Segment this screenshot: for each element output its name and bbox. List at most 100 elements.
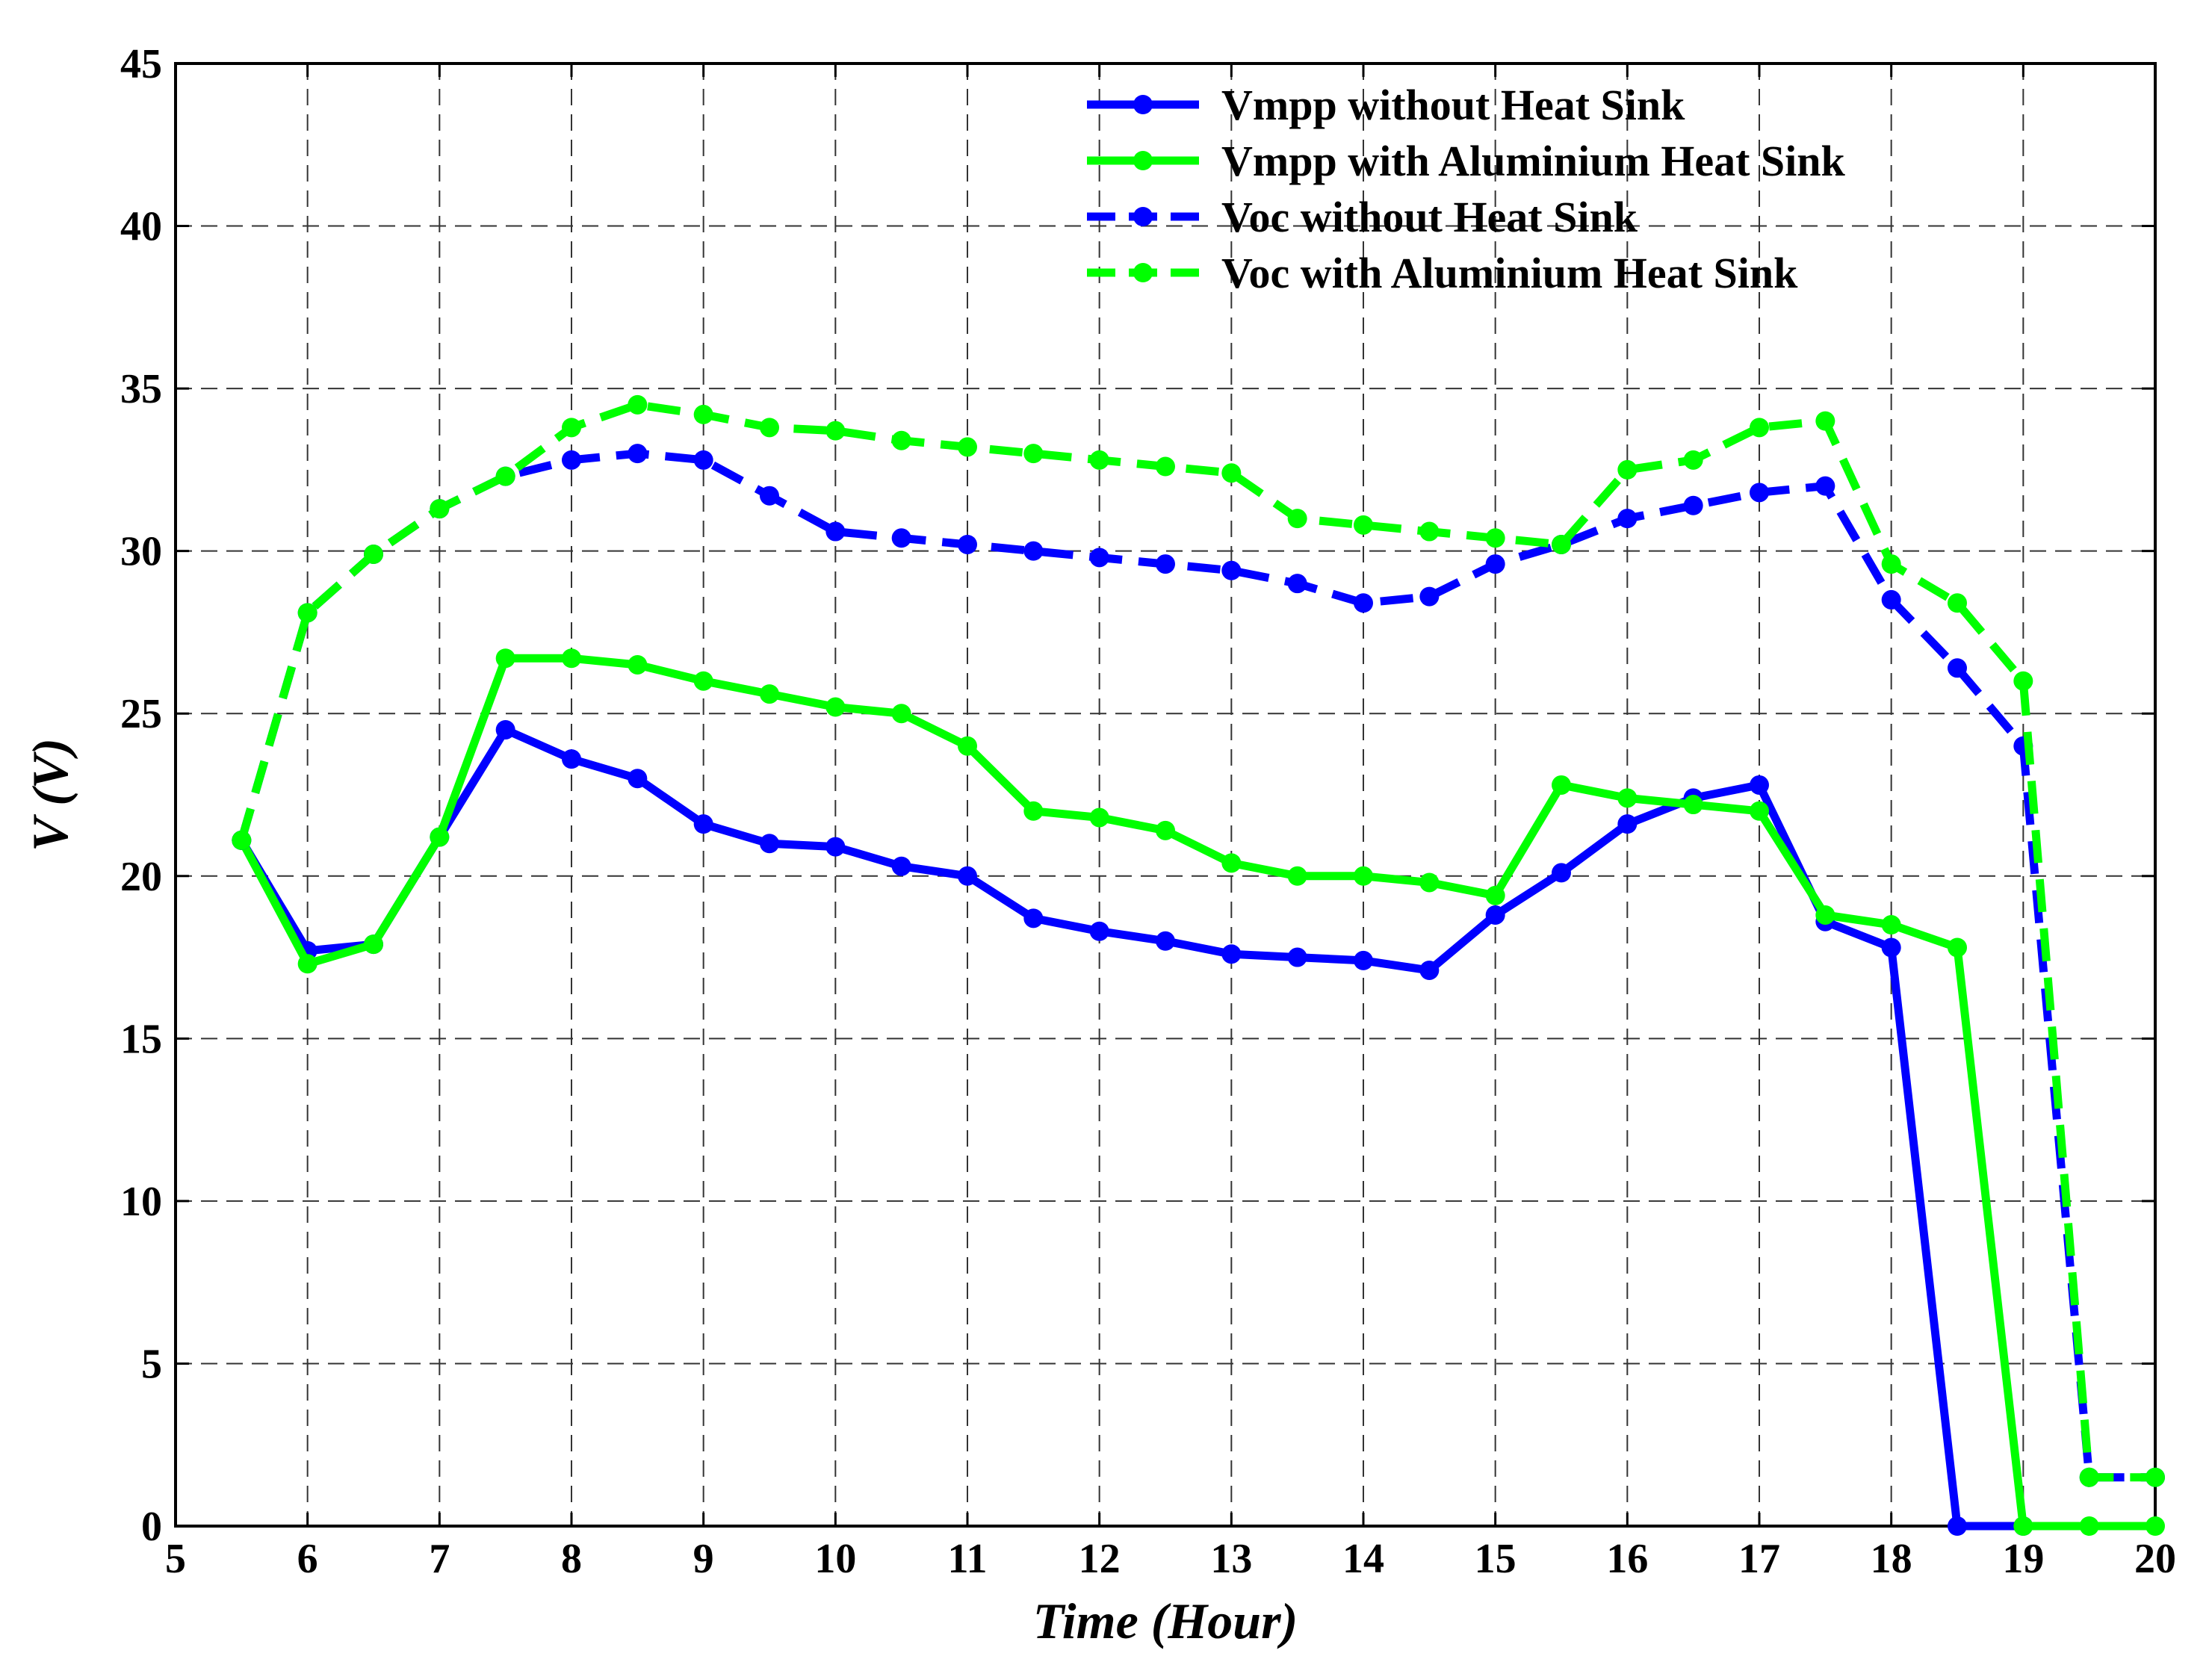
data-point <box>495 648 515 669</box>
y-tick-label: 45 <box>120 41 162 87</box>
data-point <box>1683 450 1703 470</box>
data-point <box>1485 528 1505 548</box>
y-tick-label: 5 <box>141 1341 162 1387</box>
legend-label: Voc without Heat Sink <box>1221 193 1638 241</box>
y-tick-label: 20 <box>120 854 162 900</box>
data-point <box>1023 444 1044 464</box>
legend-label: Vmpp with Aluminium Heat Sink <box>1221 137 1846 185</box>
legend-label: Vmpp without Heat Sink <box>1221 81 1685 129</box>
data-point <box>1881 915 1901 935</box>
x-tick-label: 7 <box>429 1536 450 1582</box>
data-point <box>1419 960 1440 980</box>
data-point <box>628 394 648 415</box>
series-line <box>238 400 2155 1482</box>
data-point <box>1287 574 1307 594</box>
data-point <box>1221 853 1242 873</box>
data-point <box>628 769 648 789</box>
series-2 <box>232 648 2165 1536</box>
data-point <box>1750 775 1769 795</box>
data-point <box>1023 801 1044 821</box>
data-point <box>1750 801 1769 821</box>
data-point <box>1156 820 1175 840</box>
data-point <box>1815 905 1835 925</box>
data-point <box>891 430 911 450</box>
data-point <box>760 418 779 438</box>
data-point <box>1617 814 1638 834</box>
data-point <box>693 671 713 691</box>
data-point <box>297 954 317 974</box>
data-point <box>1354 866 1373 886</box>
data-point <box>1354 950 1373 970</box>
legend-marker <box>1133 95 1153 114</box>
y-axis-title: V (V) <box>22 738 78 852</box>
series-line <box>238 654 2155 1531</box>
data-point <box>1089 807 1109 828</box>
data-point <box>1287 866 1307 886</box>
data-point <box>1881 937 1901 958</box>
data-point <box>2146 1467 2165 1487</box>
x-tick-labels: 5 6 7 8 9 10 11 12 13 14 15 16 17 18 19 20 <box>165 1536 2176 1582</box>
data-point <box>364 934 383 955</box>
x-tick-label: 17 <box>1738 1536 1780 1582</box>
data-point <box>760 684 779 704</box>
data-point <box>1485 905 1505 925</box>
data-point <box>1156 456 1175 477</box>
data-point <box>1419 586 1440 607</box>
legend-label: Voc with Aluminium Heat Sink <box>1221 249 1798 297</box>
data-point <box>1750 483 1769 503</box>
data-point <box>495 719 515 740</box>
data-point <box>1750 418 1769 438</box>
plot-frame <box>174 62 2157 1528</box>
data-point <box>1089 450 1109 470</box>
y-tick-label: 30 <box>120 529 162 575</box>
y-tick-label: 10 <box>120 1179 162 1225</box>
data-point <box>1221 560 1242 580</box>
data-point <box>1881 589 1901 610</box>
data-point <box>430 827 450 847</box>
data-point <box>1089 921 1109 941</box>
data-point <box>1287 509 1307 529</box>
data-point <box>1948 593 1967 613</box>
data-point <box>693 404 713 424</box>
data-point <box>2013 671 2033 691</box>
data-point <box>1023 541 1044 561</box>
data-point <box>1815 411 1835 431</box>
data-point <box>1815 476 1835 496</box>
data-point <box>1948 1516 1967 1536</box>
data-point <box>2013 1516 2033 1536</box>
data-point <box>825 697 846 717</box>
data-point <box>2079 1467 2099 1487</box>
data-point <box>891 704 911 724</box>
data-point <box>825 421 846 441</box>
data-point <box>1617 459 1638 480</box>
data-point <box>562 749 581 769</box>
data-point <box>1023 908 1044 928</box>
legend-marker <box>1133 151 1153 170</box>
data-point <box>1354 515 1373 535</box>
data-point <box>562 648 581 669</box>
axis-ticks <box>174 62 2157 1528</box>
y-tick-labels: 0 5 10 15 20 25 30 35 40 45 <box>120 41 162 1550</box>
x-tick-label: 20 <box>2134 1536 2176 1582</box>
x-axis-title: Time (Hour) <box>1033 1593 1298 1649</box>
data-point <box>825 837 846 857</box>
data-point <box>693 450 713 470</box>
x-tick-label: 10 <box>814 1536 856 1582</box>
data-point <box>1948 937 1967 958</box>
y-tick-label: 25 <box>120 691 162 737</box>
data-point <box>1089 548 1109 568</box>
data-point <box>891 856 911 876</box>
data-point <box>2079 1516 2099 1536</box>
x-tick-label: 13 <box>1210 1536 1252 1582</box>
data-point <box>958 736 977 756</box>
data-point <box>1948 658 1967 678</box>
series-4 <box>232 394 2165 1487</box>
data-point <box>760 486 779 506</box>
data-point <box>1221 944 1242 964</box>
y-tick-label: 15 <box>120 1016 162 1062</box>
data-point <box>1552 863 1571 883</box>
x-tick-label: 6 <box>297 1536 318 1582</box>
x-tick-label: 18 <box>1871 1536 1912 1582</box>
data-point <box>825 521 846 542</box>
